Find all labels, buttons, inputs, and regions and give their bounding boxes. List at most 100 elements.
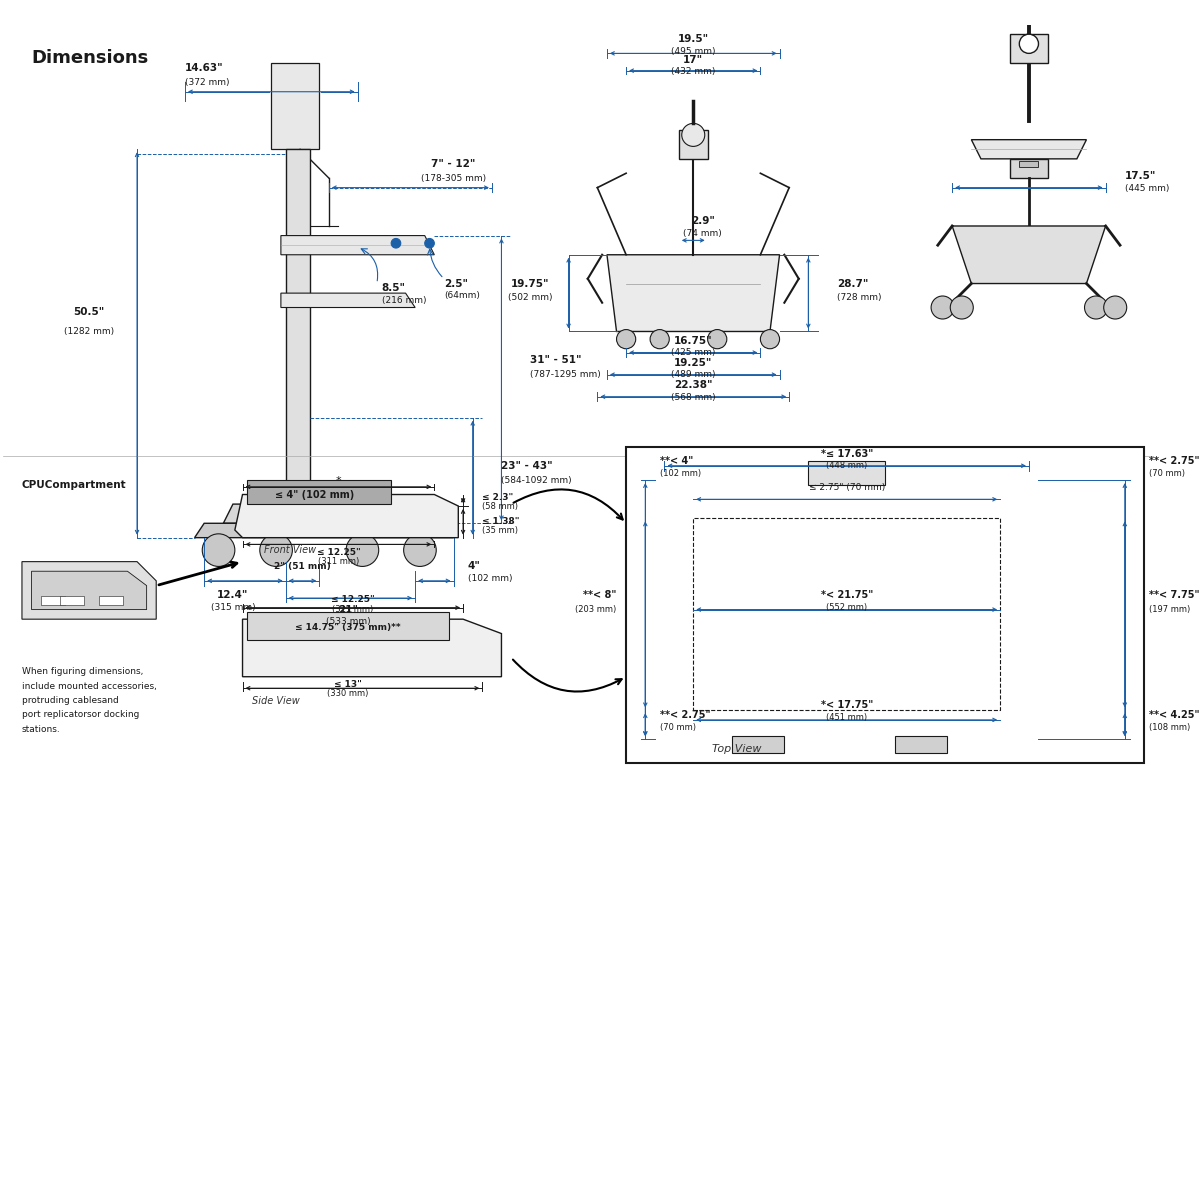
Text: 17.5": 17.5" bbox=[1124, 172, 1156, 181]
Text: 2.5": 2.5" bbox=[444, 278, 468, 288]
Text: **< 7.75": **< 7.75" bbox=[1148, 590, 1199, 600]
Text: protruding cablesand: protruding cablesand bbox=[22, 696, 119, 704]
Text: **< 4": **< 4" bbox=[660, 456, 692, 466]
Polygon shape bbox=[271, 62, 319, 149]
Text: (197 mm): (197 mm) bbox=[1148, 605, 1190, 614]
Text: (451 mm): (451 mm) bbox=[826, 714, 868, 722]
Circle shape bbox=[1104, 296, 1127, 319]
Text: Side View: Side View bbox=[252, 696, 300, 706]
Polygon shape bbox=[242, 619, 502, 677]
Bar bbox=[247, 480, 391, 504]
Text: (787-1295 mm): (787-1295 mm) bbox=[530, 370, 601, 379]
Text: *< 21.75": *< 21.75" bbox=[821, 590, 872, 600]
Bar bbox=[286, 149, 310, 533]
Text: **< 2.75": **< 2.75" bbox=[660, 710, 710, 720]
Text: 50.5": 50.5" bbox=[73, 307, 104, 317]
Text: (1282 mm): (1282 mm) bbox=[64, 326, 114, 336]
Text: ≤ 12.25": ≤ 12.25" bbox=[317, 547, 360, 557]
Circle shape bbox=[617, 330, 636, 349]
Polygon shape bbox=[235, 494, 458, 538]
Bar bbox=[41, 596, 65, 605]
Text: (35 mm): (35 mm) bbox=[482, 527, 518, 535]
Circle shape bbox=[203, 534, 235, 566]
Bar bbox=[732, 736, 785, 754]
Bar bbox=[895, 736, 947, 754]
Text: (372 mm): (372 mm) bbox=[185, 78, 229, 86]
Text: 14.63": 14.63" bbox=[185, 62, 223, 73]
Polygon shape bbox=[281, 235, 434, 254]
Text: (58 mm): (58 mm) bbox=[482, 503, 518, 511]
Text: ≤ 2.3": ≤ 2.3" bbox=[482, 493, 514, 502]
Circle shape bbox=[682, 124, 704, 146]
Text: 23" - 43": 23" - 43" bbox=[502, 461, 553, 470]
Bar bbox=[694, 518, 1000, 710]
Text: (533 mm): (533 mm) bbox=[325, 617, 371, 625]
Circle shape bbox=[1019, 34, 1038, 53]
Text: **< 4.25": **< 4.25" bbox=[1148, 710, 1199, 720]
Text: 17": 17" bbox=[683, 55, 703, 65]
Text: (311 mm): (311 mm) bbox=[332, 605, 373, 614]
Text: 2.9": 2.9" bbox=[691, 216, 715, 226]
Bar bbox=[60, 596, 84, 605]
Circle shape bbox=[650, 330, 670, 349]
Text: (178-305 mm): (178-305 mm) bbox=[421, 174, 486, 182]
Text: 19.75": 19.75" bbox=[511, 278, 550, 288]
Text: **< 2.75": **< 2.75" bbox=[1148, 456, 1199, 466]
Text: 16.75": 16.75" bbox=[674, 336, 713, 346]
Text: ≤ 13": ≤ 13" bbox=[334, 680, 362, 689]
Text: (568 mm): (568 mm) bbox=[671, 394, 715, 402]
Text: *: * bbox=[336, 476, 341, 486]
Bar bbox=[98, 596, 122, 605]
Text: port replicatorsor docking: port replicatorsor docking bbox=[22, 710, 139, 719]
Bar bbox=[1009, 34, 1048, 62]
Bar bbox=[247, 612, 449, 641]
Circle shape bbox=[259, 534, 293, 566]
Text: (108 mm): (108 mm) bbox=[1148, 724, 1190, 732]
Polygon shape bbox=[194, 523, 454, 538]
Text: 8.5": 8.5" bbox=[382, 283, 406, 293]
Bar bbox=[1019, 161, 1038, 167]
Polygon shape bbox=[607, 254, 780, 331]
Circle shape bbox=[403, 534, 437, 566]
Text: **< 8": **< 8" bbox=[583, 590, 617, 600]
Text: (311 mm): (311 mm) bbox=[318, 557, 359, 566]
Polygon shape bbox=[952, 226, 1105, 283]
Text: 7" - 12": 7" - 12" bbox=[431, 158, 475, 169]
Text: include mounted accessories,: include mounted accessories, bbox=[22, 682, 157, 690]
Polygon shape bbox=[281, 293, 415, 307]
Text: 31" - 51": 31" - 51" bbox=[530, 355, 582, 365]
Text: When figuring dimensions,: When figuring dimensions, bbox=[22, 667, 143, 676]
Text: 28.7": 28.7" bbox=[838, 278, 869, 288]
Circle shape bbox=[931, 296, 954, 319]
Text: (495 mm): (495 mm) bbox=[671, 47, 715, 56]
Polygon shape bbox=[223, 504, 415, 523]
Text: (330 mm): (330 mm) bbox=[328, 690, 368, 698]
Text: ≤ 14.75" (375 mm)**: ≤ 14.75" (375 mm)** bbox=[295, 623, 401, 632]
Text: ≤ 12.25": ≤ 12.25" bbox=[331, 595, 374, 605]
Text: 12.4": 12.4" bbox=[217, 590, 248, 600]
Text: ≤ 2.75" (70 mm): ≤ 2.75" (70 mm) bbox=[809, 484, 884, 492]
Text: 19.5": 19.5" bbox=[678, 34, 709, 44]
Text: 19.25": 19.25" bbox=[674, 358, 713, 368]
Text: (102 mm): (102 mm) bbox=[660, 469, 701, 478]
Text: ≤ 4" (102 mm): ≤ 4" (102 mm) bbox=[275, 491, 354, 500]
Circle shape bbox=[708, 330, 727, 349]
Text: (425 mm): (425 mm) bbox=[671, 348, 715, 358]
Text: (70 mm): (70 mm) bbox=[1148, 469, 1184, 478]
Text: 22.38": 22.38" bbox=[674, 380, 713, 390]
Text: (64mm): (64mm) bbox=[444, 292, 480, 300]
FancyBboxPatch shape bbox=[650, 466, 1043, 754]
Text: 2" (51 mm): 2" (51 mm) bbox=[274, 562, 330, 571]
Circle shape bbox=[425, 239, 434, 248]
Circle shape bbox=[346, 534, 379, 566]
Text: ≤ 1.38": ≤ 1.38" bbox=[482, 517, 520, 526]
Text: (70 mm): (70 mm) bbox=[660, 724, 696, 732]
Text: *< 17.75": *< 17.75" bbox=[821, 701, 872, 710]
Polygon shape bbox=[971, 139, 1086, 158]
Text: (489 mm): (489 mm) bbox=[671, 370, 715, 379]
Text: (728 mm): (728 mm) bbox=[838, 294, 882, 302]
Text: (315 mm): (315 mm) bbox=[211, 604, 256, 612]
Text: (448 mm): (448 mm) bbox=[826, 461, 868, 470]
Bar bbox=[809, 461, 886, 485]
Polygon shape bbox=[31, 571, 146, 610]
